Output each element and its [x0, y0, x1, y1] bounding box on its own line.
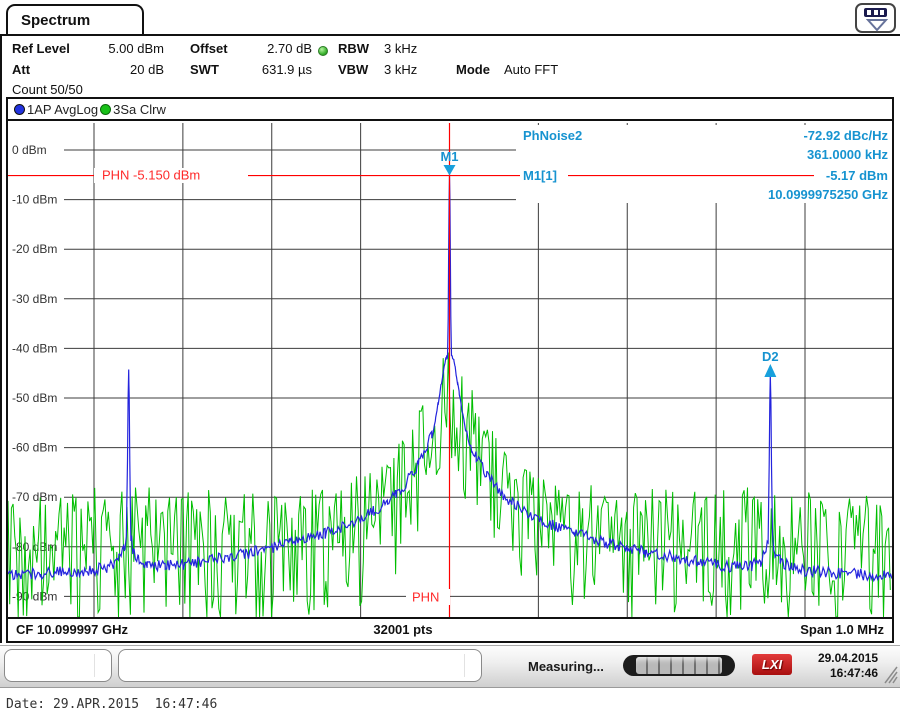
phnoise2-marker-frequency[interactable]: 361.0000 kHz	[807, 147, 888, 162]
trace2-color-dot-icon	[100, 103, 112, 115]
center-frequency[interactable]: CF 10.099997 GHz	[16, 622, 129, 637]
trace-legend: 1AP AvgLog 3Sa Clrw	[8, 99, 892, 121]
offset-status-led-icon	[318, 46, 328, 56]
toolbar-bar-icon	[864, 8, 887, 17]
status-field-2[interactable]	[118, 649, 482, 682]
y-axis-tick-label: -30 dBm	[12, 292, 57, 306]
screenshot-date-note: Date: 29.APR.2015 16:47:46	[6, 697, 218, 712]
tab-spectrum[interactable]: Spectrum	[6, 4, 144, 36]
phnoise2-marker-value[interactable]: -72.92 dBc/Hz	[803, 128, 888, 143]
swt-label: SWT	[190, 62, 219, 77]
offset-value[interactable]: 2.70 dB	[267, 41, 312, 56]
offset-label: Offset	[190, 41, 228, 56]
y-axis-tick-label: -40 dBm	[12, 341, 57, 355]
sweep-points[interactable]: 32001 pts	[373, 622, 433, 637]
y-axis-tick-label: -60 dBm	[12, 441, 57, 455]
vbw-label: VBW	[338, 62, 369, 77]
y-axis-tick-label: -10 dBm	[12, 193, 57, 207]
y-axis-tick-label: -50 dBm	[12, 391, 57, 405]
att-value[interactable]: 20 dB	[130, 62, 164, 77]
mode-value[interactable]: Auto FFT	[504, 62, 559, 77]
span[interactable]: Span 1.0 MHz	[800, 622, 884, 637]
spectrum-window: 1AP AvgLog 3Sa Clrw 0 dBm -10 dBm -20 dBm -…	[6, 97, 894, 643]
trace1-legend-entry[interactable]: 1AP AvgLog	[27, 101, 99, 117]
minimize-toolbar-button[interactable]	[855, 3, 896, 33]
trace2-legend-entry[interactable]: 3Sa Clrw	[113, 101, 166, 117]
plot-footer: CF 10.099997 GHz 32001 pts Span 1.0 MHz	[8, 617, 892, 641]
status-bar: Measuring... LXI 29.04.2015 16:47:46	[0, 645, 900, 688]
resize-grip-icon[interactable]	[884, 664, 898, 684]
mode-label: Mode	[456, 62, 490, 77]
window-left-frame	[0, 34, 2, 643]
ref-level-label: Ref Level	[12, 41, 70, 56]
measuring-status: Measuring...	[528, 659, 604, 674]
y-axis-tick-label: -70 dBm	[12, 490, 57, 504]
swt-value[interactable]: 631.9 µs	[261, 62, 312, 77]
phnoise2-marker-name[interactable]: PhNoise2	[523, 128, 582, 143]
window-top-divider	[0, 34, 900, 36]
ref-level-value[interactable]: 5.00 dBm	[108, 41, 164, 56]
m1-marker-frequency[interactable]: 10.0999975250 GHz	[768, 187, 888, 202]
phn-line-label[interactable]: PHN -5.150 dBm	[102, 168, 200, 183]
spectrum-plot[interactable]: 0 dBm -10 dBm -20 dBm -30 dBm -40 dBm -50 dBm…	[8, 123, 892, 617]
phn-bottom-label[interactable]: PHN	[412, 590, 439, 605]
status-field-1[interactable]	[4, 649, 112, 682]
trace1-color-dot-icon	[14, 103, 25, 115]
m1-marker-row-label[interactable]: M1[1]	[523, 168, 557, 183]
rbw-value[interactable]: 3 kHz	[384, 41, 418, 56]
status-date: 29.04.2015	[817, 651, 878, 665]
sweep-count: Count 50/50	[12, 82, 83, 97]
datetime-display: 29.04.2015 16:47:46	[818, 651, 878, 681]
d2-marker-triangle-icon[interactable]	[764, 364, 777, 377]
lxi-logo-icon: LXI	[752, 654, 792, 675]
marker-panel-bg	[516, 125, 892, 203]
d2-marker-label[interactable]: D2	[762, 349, 779, 364]
m1-marker-value[interactable]: -5.17 dBm	[826, 168, 888, 183]
y-axis-tick-label: 0 dBm	[12, 143, 47, 157]
measurement-progress-bar	[623, 655, 735, 676]
settings-header: Ref Level 5.00 dBm Offset 2.70 dB RBW 3 …	[4, 38, 894, 97]
chevron-down-icon	[866, 19, 888, 32]
vbw-value[interactable]: 3 kHz	[384, 62, 418, 77]
status-time: 16:47:46	[829, 666, 878, 680]
m1-marker-label[interactable]: M1	[440, 149, 458, 164]
y-axis-tick-label: -20 dBm	[12, 242, 57, 256]
att-label: Att	[12, 62, 31, 77]
rbw-label: RBW	[338, 41, 370, 56]
m1-marker-triangle-icon[interactable]	[443, 165, 456, 176]
